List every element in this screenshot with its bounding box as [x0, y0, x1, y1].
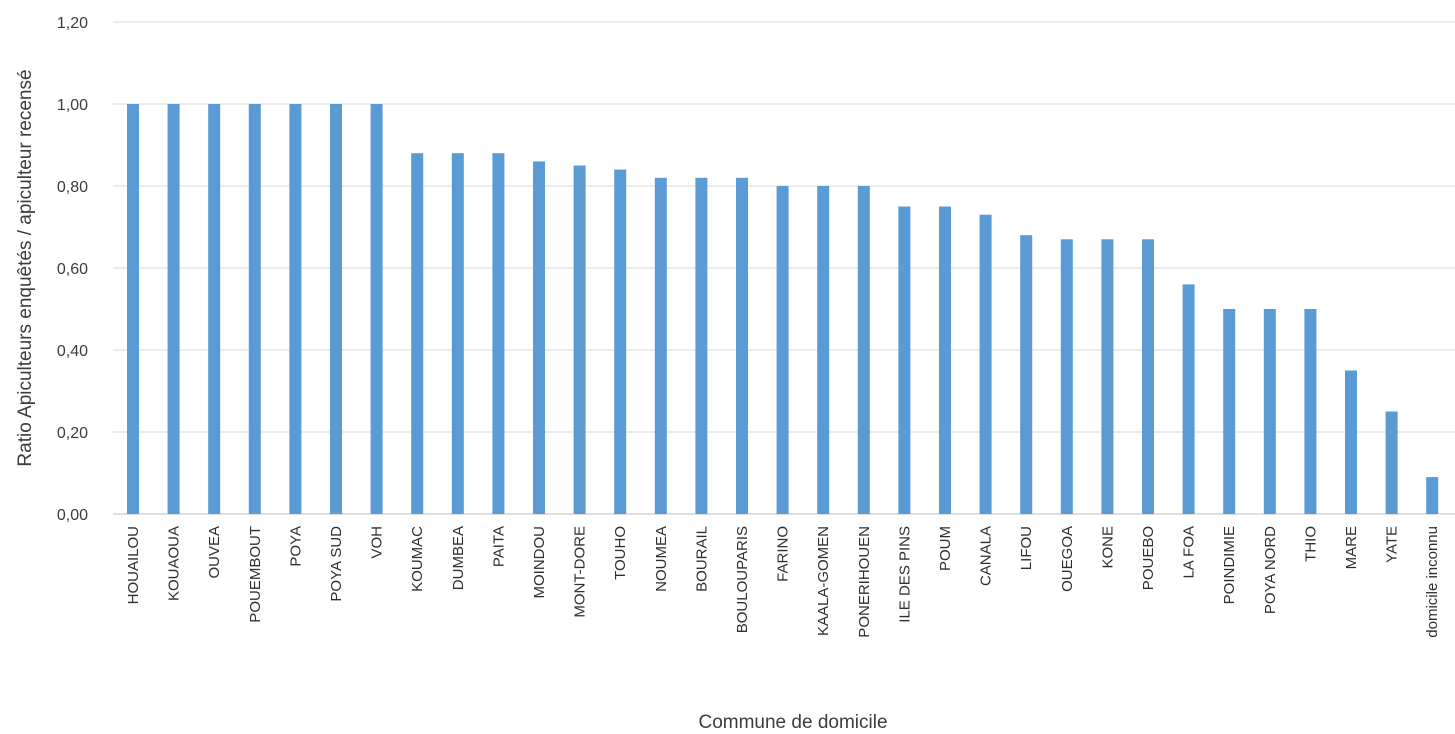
x-tick-label: BOURAIL: [693, 526, 710, 592]
bar: [1345, 370, 1357, 514]
bar: [695, 177, 708, 515]
bar: [1142, 239, 1154, 515]
x-tick-label: POUM: [937, 526, 954, 571]
bar: [1182, 284, 1195, 514]
x-tick-label: POYA: [287, 526, 304, 567]
bar: [776, 186, 789, 514]
y-tick-label: 1,20: [57, 15, 88, 32]
x-tick-label: LA FOA: [1181, 526, 1198, 579]
bar: [898, 206, 911, 514]
bar: [1060, 239, 1073, 515]
bar: [208, 104, 221, 514]
x-tick-label: ILE DES PINS: [896, 526, 913, 623]
bar: [330, 104, 342, 514]
bar: [857, 186, 870, 514]
x-tick-label: FARINO: [775, 526, 792, 582]
x-tick-label: VOH: [369, 526, 386, 559]
bar: [614, 169, 627, 514]
x-tick-label: PAITA: [490, 526, 507, 567]
bar: [451, 153, 464, 514]
x-tick-label: POYA NORD: [1262, 526, 1279, 614]
bar: [1304, 309, 1317, 514]
bar: [289, 104, 302, 514]
bar: [167, 104, 180, 514]
x-tick-label: NOUMEA: [653, 526, 670, 592]
bar: [127, 104, 139, 514]
y-tick-labels: 0,00 0,20 0,40 0,60 0,80 1,00 1,20: [57, 15, 88, 524]
x-tick-label: CANALA: [978, 526, 995, 586]
x-tick-label: MOINDOU: [531, 526, 548, 599]
y-tick-label: 0,00: [57, 507, 88, 524]
x-tick-label: POUEBO: [1140, 526, 1157, 590]
bar: [1101, 239, 1114, 515]
x-tick-label: OUVEA: [206, 526, 223, 579]
x-tick-labels: HOUAILOU KOUAOUA OUVEA POUEMBOUT POYA POYA SU…: [125, 526, 1441, 638]
bar: [411, 153, 424, 514]
x-tick-label: MONT-DORE: [572, 526, 589, 618]
bar: [248, 104, 261, 514]
x-tick-label: BOULOUPARIS: [734, 526, 751, 633]
x-tick-label: DUMBEA: [450, 526, 467, 590]
y-tick-label: 0,40: [57, 343, 88, 360]
x-tick-label: LIFOU: [1018, 526, 1035, 570]
bars: [127, 104, 1439, 515]
y-tick-label: 0,80: [57, 179, 88, 196]
x-tick-label: domicile inconnu: [1424, 526, 1441, 638]
bar: [1263, 309, 1276, 514]
x-tick-label: KOUMAC: [409, 526, 426, 592]
x-tick-label: KAALA-GOMEN: [815, 526, 832, 636]
y-tick-label: 1,00: [57, 97, 88, 114]
x-tick-label: KOUAOUA: [166, 526, 183, 601]
bar: [939, 206, 951, 514]
bar: [573, 165, 586, 514]
x-tick-label: POUEMBOUT: [247, 526, 264, 623]
bar: [736, 177, 748, 515]
x-tick-label: POINDIMIE: [1221, 526, 1238, 604]
bar: [1426, 477, 1439, 514]
bar: [654, 177, 667, 515]
x-tick-label: MARE: [1343, 526, 1360, 569]
x-tick-label: OUEGOA: [1059, 526, 1076, 592]
bar: [1385, 411, 1398, 514]
y-tick-label: 0,60: [57, 261, 88, 278]
bar: [817, 186, 830, 514]
bar: [533, 161, 545, 514]
x-tick-label: TOUHO: [612, 526, 629, 580]
x-tick-label: PONERIHOUEN: [856, 526, 873, 638]
x-axis-title: Commune de domicile: [698, 712, 887, 733]
bar: [1020, 235, 1033, 514]
bar: [492, 153, 505, 514]
y-axis-title: Ratio Apiculteurs enquêtés / apiculteur …: [15, 69, 36, 466]
bar: [979, 214, 992, 514]
x-tick-label: HOUAILOU: [125, 526, 142, 604]
x-tick-label: KONE: [1099, 526, 1116, 569]
x-tick-label: POYA SUD: [328, 526, 345, 602]
bar: [1223, 309, 1236, 514]
bar: [370, 104, 383, 514]
x-tick-label: THIO: [1302, 526, 1319, 562]
x-tick-label: YATE: [1384, 526, 1401, 563]
y-tick-label: 0,20: [57, 425, 88, 442]
